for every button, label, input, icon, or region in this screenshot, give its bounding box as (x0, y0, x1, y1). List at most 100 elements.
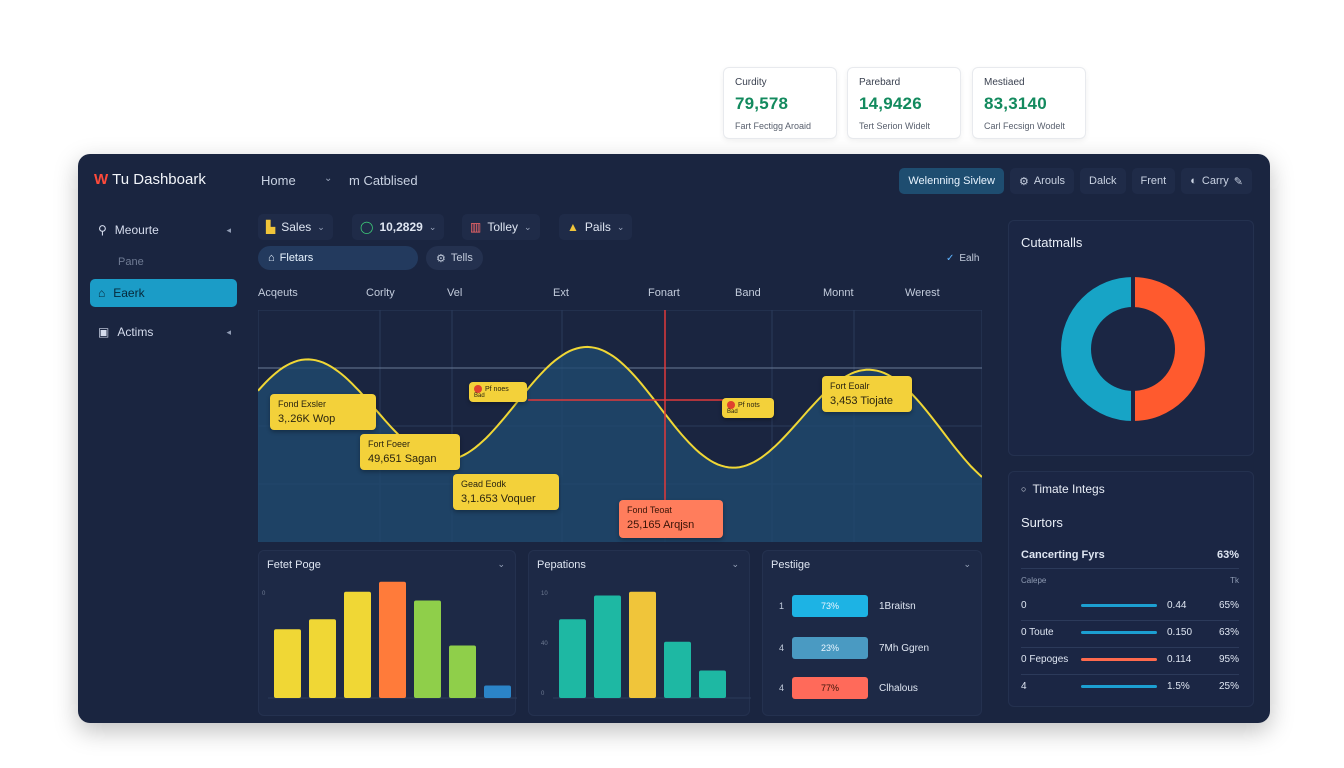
list-item-bar (1081, 658, 1157, 661)
home-icon: ⌂ (268, 252, 275, 264)
list-item[interactable]: 0 0.44 65% (1021, 600, 1239, 611)
stat-card-parebard[interactable]: Parebard 14,9426 Tert Serion Widelt (847, 67, 961, 139)
list-item-pct: 25% (1218, 681, 1239, 692)
brand[interactable]: W Tu Dashboark (94, 171, 206, 188)
tooltip: Gead Eodk 3,1.653 Voquer (453, 474, 559, 510)
column-header: Acqeuts (258, 287, 298, 299)
stat-card-mestiaed[interactable]: Mestiaed 83,3140 Carl Fecsign Wodelt (972, 67, 1086, 139)
surtors-title: Surtors (1021, 515, 1063, 530)
top-bar: W Tu Dashboark Home ⌄ m Catblised Welenn… (78, 154, 1270, 206)
chevron-down-icon[interactable]: ⌄ (731, 559, 739, 569)
prestige-bar: 77% (792, 677, 868, 699)
filter-count[interactable]: ◯ 10,2829 ⌄ (352, 214, 445, 240)
donut-slice (1061, 277, 1134, 421)
list-header: Cancerting Fyrs 63% (1021, 549, 1239, 561)
earth-label: Ealh (959, 252, 980, 264)
bar-chart-1 (268, 581, 517, 699)
sidebar-item-actims[interactable]: ▣ Actims ◂ (90, 318, 237, 346)
list-item-value: 0.114 (1167, 654, 1192, 665)
axis-tick: 40 (541, 641, 548, 647)
prestige-label: Clhalous (879, 683, 918, 694)
column-header: Fonart (648, 287, 680, 299)
tooltip-title: Gead Eodk (461, 479, 507, 489)
list-item[interactable]: 0 Fepoges 0.114 95% (1021, 654, 1239, 665)
list-sub-value: Tk (1230, 576, 1239, 585)
divider (1021, 647, 1239, 648)
list-item-label: 4 (1021, 681, 1027, 692)
list-item[interactable]: 0 Toute 0.150 63% (1021, 627, 1239, 638)
bar (449, 645, 476, 698)
list-item-bar (1081, 685, 1157, 688)
arouls-button[interactable]: ⚙ Arouls (1009, 168, 1075, 194)
list-item-value: 0.44 (1167, 600, 1187, 611)
filter-pails[interactable]: ▲ Pails ⌄ (559, 214, 633, 240)
filter-tolley[interactable]: ▥ Tolley ⌄ (462, 214, 540, 240)
prestige-label: 1Braitsn (879, 601, 916, 612)
check-icon: ✓ (946, 252, 955, 264)
gear-icon: ⚙ (1018, 175, 1029, 188)
donut-title: Cutatmalls (1021, 235, 1083, 250)
list-item-pct: 63% (1218, 627, 1239, 638)
prestige-bar: 73% (792, 595, 868, 617)
bar (344, 591, 371, 698)
chevron-down-icon[interactable]: ⌄ (497, 559, 505, 569)
timate-header[interactable]: ○ Timate Integs (1021, 482, 1105, 496)
prestige-bar: 23% (792, 637, 868, 659)
stat-value: 83,3140 (984, 94, 1047, 113)
carry-button[interactable]: ◐ Carry ✎ (1181, 168, 1252, 194)
arouls-label: Arouls (1033, 175, 1066, 187)
column-header: Band (735, 287, 761, 299)
timate-title: Timate Integs (1032, 482, 1105, 496)
frent-button[interactable]: Frent (1131, 168, 1176, 194)
row-index: 4 (779, 643, 785, 653)
tab-fletars[interactable]: ⌂ Fletars (258, 246, 418, 270)
column-header: Ext (553, 287, 569, 299)
dalck-button[interactable]: Dalck (1080, 168, 1126, 194)
list-item-bar (1081, 604, 1157, 607)
tab-label: Tells (450, 252, 473, 264)
divider (1021, 674, 1239, 675)
sidebar-item-pane[interactable]: Pane (118, 256, 144, 268)
tooltip: Fort Eoalr 3,453 Tiojate (822, 376, 912, 412)
list-header-label: Cancerting Fyrs (1021, 549, 1105, 561)
stat-label: Curdity (735, 77, 767, 88)
axis-tick: 0 (541, 691, 545, 697)
filter-sales[interactable]: ▙ Sales ⌄ (258, 214, 333, 240)
chevron-down-icon[interactable]: ⌄ (963, 559, 971, 569)
nav-catalog[interactable]: m Catblised (349, 173, 418, 188)
home-icon: ⌂ (98, 286, 106, 300)
tooltip-title: Pf noes (485, 385, 509, 393)
panel-pestiige: Pestiige ⌄ 1 73% 1Braitsn 4 23% 7Mh Ggre… (762, 550, 982, 716)
axis-tick: 10 (541, 591, 548, 597)
tab-tells[interactable]: ⚙ Tells (426, 246, 483, 270)
tooltip-value: 3,.26K Wop (278, 413, 336, 425)
columns-icon: ▥ (470, 220, 482, 234)
bar-chart-2 (553, 591, 751, 699)
welcome-view-button[interactable]: Welenning Sivlew (899, 168, 1004, 194)
list-item[interactable]: 4 1.5% 25% (1021, 681, 1239, 692)
tooltip-highlight: Fond Teoat 25,165 Arqjsn (619, 500, 723, 538)
half-circle-icon: ◐ (1190, 175, 1197, 187)
marker-icon (727, 401, 735, 409)
list-item-bar (1081, 631, 1157, 634)
panel-title: Pepations (537, 559, 586, 571)
list-item-label: 0 Toute (1021, 627, 1054, 638)
prestige-label: 7Mh Ggren (879, 643, 930, 654)
filter-label: Sales (281, 220, 312, 234)
panel-title: Pestiige (771, 559, 811, 571)
sidebar-item-meourte[interactable]: ⚲ Meourte ◂ (90, 216, 237, 244)
column-header: Vel (447, 287, 463, 299)
bar (699, 670, 726, 698)
chevron-down-icon: ⌄ (428, 221, 437, 232)
list-item-label: 0 Fepoges (1021, 654, 1069, 665)
stat-card-curdity[interactable]: Curdity 79,578 Fart Fectigg Aroaid (723, 67, 837, 139)
tooltip-value: 3,453 Tiojate (830, 395, 893, 407)
stat-sub: Carl Fecsign Wodelt (984, 121, 1065, 131)
bar (379, 581, 406, 698)
earth-toggle[interactable]: ✓ Ealh (936, 246, 989, 270)
chevron-down-icon[interactable]: ⌄ (324, 173, 333, 184)
nav-home[interactable]: Home (261, 173, 296, 188)
bar (629, 591, 656, 698)
sidebar-item-eaerk[interactable]: ⌂ Eaerk (90, 279, 237, 307)
welcome-view-label: Welenning Sivlew (908, 175, 995, 187)
